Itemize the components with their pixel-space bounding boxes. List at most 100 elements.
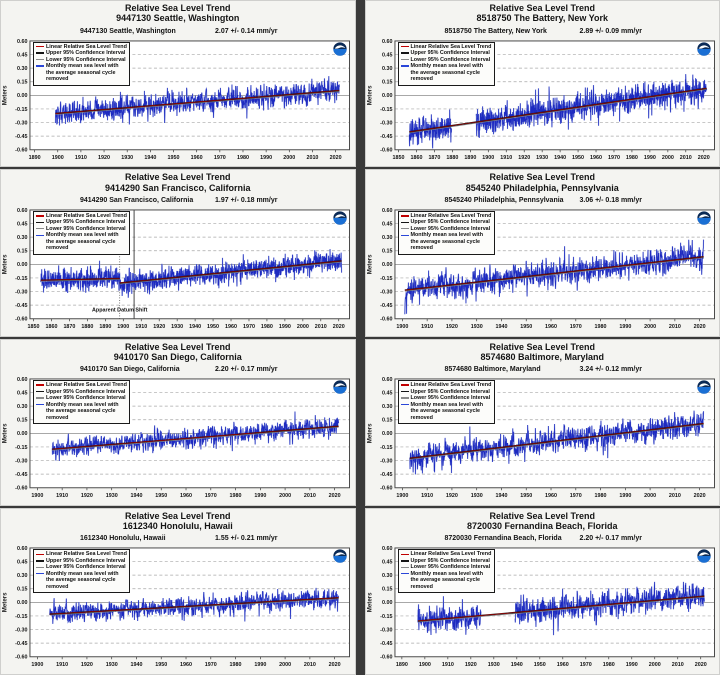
noaa-logo-icon (697, 549, 711, 564)
sea-level-chart-card: Relative Sea Level Trend 9447130 Seattle… (0, 0, 356, 168)
svg-text:1990: 1990 (643, 155, 655, 161)
svg-text:2020: 2020 (693, 493, 705, 499)
legend-item: Lower 95% Confidence Interval (36, 564, 127, 570)
svg-text:1940: 1940 (510, 663, 522, 669)
svg-text:0.60: 0.60 (381, 377, 392, 383)
plot-legend: Linear Relative Sea Level Trend Upper 95… (397, 210, 495, 255)
legend-label: Monthly mean sea level with the average … (410, 232, 484, 252)
chart-title: Relative Sea Level Trend (124, 172, 231, 183)
subtitle-station: 8720030 Fernandina Beach, Florida (444, 535, 562, 543)
svg-text:-0.60: -0.60 (15, 317, 27, 323)
svg-text:1940: 1940 (144, 155, 156, 161)
svg-text:-0.60: -0.60 (380, 655, 392, 661)
svg-text:-0.45: -0.45 (15, 134, 27, 140)
svg-text:1990: 1990 (254, 663, 266, 669)
svg-text:1950: 1950 (533, 663, 545, 669)
sea-level-chart-card: Relative Sea Level Trend 8720030 Fernand… (364, 507, 720, 675)
legend-label: Linear Relative Sea Level Trend (410, 382, 492, 389)
chart-station-title: 9447130 Seattle, Washington (116, 13, 240, 24)
plot-area: 0.60 0.45 0.30 0.15 0.00 -0.15 -0.30 -0.45 -0.60… (365, 544, 720, 675)
noaa-logo-icon (697, 380, 711, 394)
legend-label: Lower 95% Confidence Interval (46, 56, 126, 63)
svg-text:2010: 2010 (668, 324, 680, 330)
legend-label: Monthly mean sea level with the average … (46, 570, 119, 590)
svg-text:1930: 1930 (121, 155, 133, 161)
svg-text:1900: 1900 (52, 155, 64, 161)
svg-text:-0.15: -0.15 (380, 107, 392, 113)
legend-item: Monthly mean sea level with the average … (36, 63, 127, 82)
svg-text:0.45: 0.45 (17, 391, 28, 397)
plot-legend: Linear Relative Sea Level Trend Upper 95… (397, 549, 495, 594)
svg-text:1960: 1960 (225, 324, 237, 330)
svg-text:0.45: 0.45 (381, 391, 392, 397)
svg-text:0.30: 0.30 (17, 573, 28, 579)
legend-swatch (36, 553, 44, 556)
svg-text:1920: 1920 (98, 155, 110, 161)
svg-text:-0.45: -0.45 (380, 472, 392, 478)
legend-item: Monthly mean sea level with the average … (400, 570, 492, 590)
legend-label: Lower 95% Confidence Interval (46, 395, 126, 402)
svg-text:1910: 1910 (135, 324, 147, 330)
svg-text:2020: 2020 (697, 155, 709, 161)
svg-text:1930: 1930 (470, 493, 482, 499)
svg-text:1940: 1940 (189, 324, 201, 330)
legend-swatch (36, 228, 44, 230)
legend-label: Monthly mean sea level with the average … (410, 401, 484, 421)
chart-station-title: 8574680 Baltimore, Maryland (480, 351, 605, 362)
subtitle-station: 8574680 Baltimore, Maryland (444, 366, 541, 374)
legend-swatch (400, 553, 409, 556)
chart-subtitle-row: 8720030 Fernandina Beach, Florida 2.20 +… (365, 535, 720, 544)
svg-text:0.00: 0.00 (381, 262, 392, 268)
legend-item: Monthly mean sea level with the average … (36, 402, 127, 421)
legend-swatch (400, 403, 409, 406)
svg-text:1930: 1930 (487, 663, 499, 669)
svg-text:0.15: 0.15 (381, 418, 392, 424)
svg-text:2000: 2000 (644, 493, 656, 499)
legend-item: Lower 95% Confidence Interval (36, 57, 127, 63)
svg-text:-0.45: -0.45 (380, 303, 392, 309)
svg-text:1900: 1900 (31, 493, 43, 499)
svg-text:1890: 1890 (395, 663, 407, 669)
legend-swatch (400, 58, 409, 61)
chart-station-title: 9410170 San Diego, California (113, 351, 242, 362)
svg-text:Meters: Meters (1, 423, 8, 443)
legend-swatch (400, 52, 409, 54)
legend-label: Linear Relative Sea Level Trend (46, 551, 127, 558)
svg-text:Meters: Meters (366, 423, 373, 443)
svg-text:1910: 1910 (75, 155, 87, 161)
svg-text:1940: 1940 (130, 663, 142, 669)
svg-text:2000: 2000 (283, 155, 295, 161)
legend-item: Linear Relative Sea Level Trend (36, 382, 127, 388)
trend-value: 2.20 +/- 0.17 mm/yr (579, 535, 642, 543)
legend-label: Linear Relative Sea Level Trend (46, 212, 127, 219)
svg-text:-0.30: -0.30 (15, 289, 27, 295)
svg-text:1980: 1980 (594, 493, 606, 499)
legend-swatch (400, 234, 409, 236)
svg-text:0.15: 0.15 (381, 249, 392, 255)
legend-label: Linear Relative Sea Level Trend (410, 43, 492, 50)
svg-text:1920: 1920 (445, 493, 457, 499)
trend-value: 1.97 +/- 0.18 mm/yr (215, 196, 278, 204)
svg-text:1990: 1990 (625, 663, 637, 669)
svg-text:-0.30: -0.30 (15, 628, 27, 634)
trend-value: 2.89 +/- 0.09 mm/yr (579, 27, 642, 35)
sea-level-chart-card: Relative Sea Level Trend 8574680 Baltimo… (364, 338, 720, 506)
legend-swatch (400, 221, 409, 223)
svg-text:1900: 1900 (396, 324, 408, 330)
legend-label: Lower 95% Confidence Interval (410, 225, 491, 232)
chart-station-title: 8518750 The Battery, New York (476, 13, 609, 24)
chart-title: Relative Sea Level Trend (124, 510, 231, 521)
svg-text:1960: 1960 (180, 663, 192, 669)
legend-item: Monthly mean sea level with the average … (36, 571, 127, 590)
svg-text:-0.60: -0.60 (15, 486, 27, 492)
svg-text:1860: 1860 (410, 155, 422, 161)
legend-label: Monthly mean sea level with the average … (410, 570, 484, 590)
svg-text:0.45: 0.45 (381, 221, 392, 227)
legend-item: Upper 95% Confidence Interval (36, 389, 127, 395)
svg-text:1890: 1890 (464, 155, 476, 161)
svg-text:-0.45: -0.45 (15, 641, 27, 647)
legend-swatch (400, 384, 409, 386)
chart-title: Relative Sea Level Trend (124, 3, 231, 13)
subtitle-station: 1612340 Honolulu, Hawaii (80, 535, 166, 543)
